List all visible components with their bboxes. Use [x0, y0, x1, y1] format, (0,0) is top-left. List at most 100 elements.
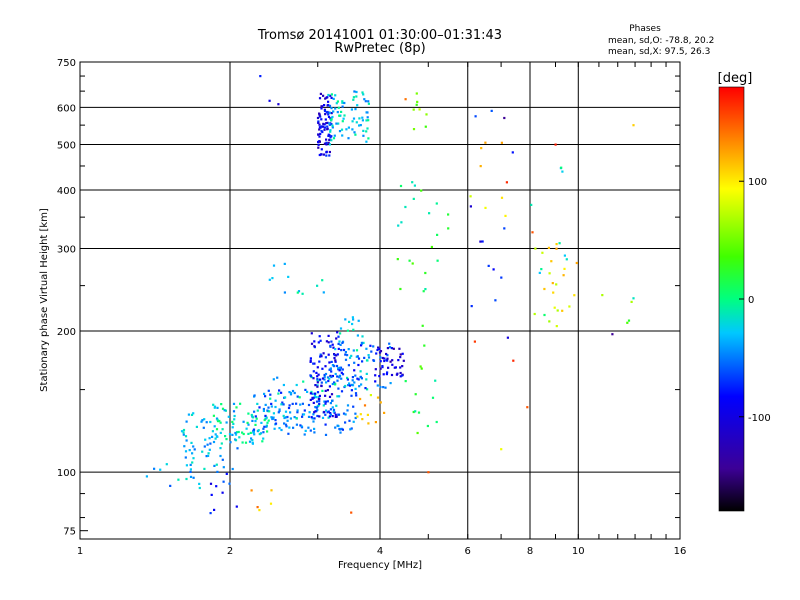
- data-point: [296, 395, 299, 398]
- data-point: [386, 371, 389, 374]
- data-point: [263, 392, 266, 395]
- data-point: [292, 426, 295, 429]
- data-point: [213, 425, 216, 428]
- data-point: [252, 428, 256, 431]
- data-point: [434, 379, 437, 382]
- data-point: [323, 104, 326, 107]
- data-point: [436, 259, 439, 262]
- data-point: [189, 475, 193, 478]
- data-point: [313, 417, 316, 420]
- data-point: [340, 110, 343, 113]
- phases-heading: Phases: [629, 24, 661, 34]
- data-point: [601, 294, 604, 297]
- data-point: [354, 108, 357, 111]
- data-point: [319, 339, 322, 342]
- data-point: [531, 231, 534, 234]
- data-point: [241, 441, 244, 444]
- data-point: [338, 374, 342, 377]
- data-point: [289, 411, 292, 414]
- data-point: [325, 340, 328, 343]
- data-point: [316, 408, 319, 412]
- data-point: [354, 133, 357, 136]
- data-point: [322, 153, 325, 156]
- data-point: [256, 409, 259, 412]
- data-point: [280, 403, 283, 406]
- data-point: [399, 371, 402, 375]
- data-point: [333, 381, 336, 384]
- data-point: [547, 246, 550, 249]
- data-point: [314, 410, 317, 413]
- data-point: [344, 351, 347, 354]
- data-point: [359, 124, 362, 127]
- data-point: [415, 92, 418, 95]
- data-point: [278, 389, 281, 392]
- data-point: [324, 356, 327, 359]
- data-point: [309, 359, 312, 362]
- data-point: [362, 134, 365, 137]
- data-point: [153, 467, 156, 470]
- data-point: [511, 151, 514, 154]
- data-point: [215, 435, 218, 438]
- data-point: [506, 336, 509, 339]
- data-point: [336, 424, 339, 427]
- data-point: [378, 351, 382, 354]
- data-point: [357, 357, 361, 360]
- data-point: [211, 430, 214, 433]
- data-point: [351, 316, 354, 319]
- data-point: [313, 392, 317, 395]
- data-point: [344, 413, 347, 416]
- data-point: [291, 389, 295, 393]
- data-point: [318, 123, 321, 126]
- data-point: [316, 116, 320, 120]
- data-point: [435, 420, 438, 424]
- data-point: [328, 361, 331, 364]
- data-point: [250, 413, 253, 417]
- data-point: [348, 419, 351, 422]
- data-point: [325, 122, 328, 125]
- data-point: [404, 380, 407, 383]
- data-point: [323, 126, 326, 129]
- data-point: [312, 401, 315, 404]
- data-point: [223, 409, 226, 412]
- data-point: [189, 468, 192, 471]
- data-point: [355, 349, 359, 352]
- data-point: [244, 441, 248, 444]
- data-point: [330, 96, 333, 99]
- data-point: [318, 415, 321, 418]
- data-point: [323, 142, 326, 145]
- data-point: [256, 506, 259, 509]
- data-point: [332, 410, 335, 413]
- data-point: [611, 333, 614, 336]
- data-point: [274, 419, 277, 422]
- data-point: [190, 413, 194, 416]
- data-point: [374, 368, 377, 371]
- data-point: [329, 129, 332, 132]
- data-point: [312, 377, 315, 380]
- data-point: [330, 340, 333, 343]
- data-point: [414, 393, 417, 396]
- data-point: [259, 432, 263, 435]
- data-point: [353, 369, 356, 372]
- data-point: [219, 421, 222, 424]
- data-point: [358, 124, 361, 127]
- data-point: [316, 414, 319, 418]
- y-tick-label: 300: [57, 245, 76, 256]
- y-axis-label: Stationary phase Virtual Height [km]: [39, 208, 50, 392]
- data-point: [269, 393, 272, 396]
- data-point: [192, 412, 195, 415]
- data-point: [249, 431, 252, 434]
- data-point: [550, 260, 553, 263]
- data-point: [278, 408, 281, 411]
- data-point: [252, 430, 255, 433]
- data-point: [234, 438, 237, 441]
- data-point: [184, 435, 188, 438]
- data-point: [202, 426, 205, 429]
- data-point: [412, 108, 415, 111]
- data-point: [481, 240, 484, 243]
- data-point: [310, 390, 313, 393]
- phases-mean-o: mean, sd,O: -78.8, 20.2: [608, 36, 714, 46]
- data-point: [312, 413, 315, 416]
- data-point: [314, 396, 318, 399]
- data-point: [355, 95, 358, 98]
- data-point: [322, 94, 325, 97]
